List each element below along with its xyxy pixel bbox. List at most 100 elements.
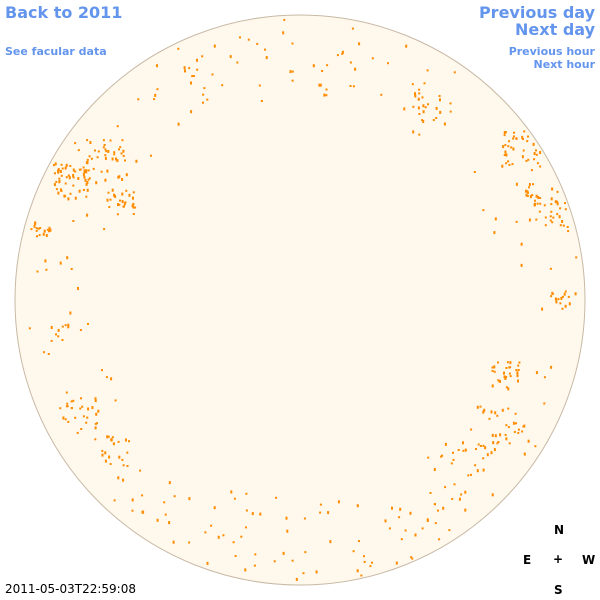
activity-spot — [440, 455, 443, 458]
next-day-link[interactable]: Next day — [515, 20, 595, 39]
activity-spot — [527, 191, 529, 194]
activity-spot — [104, 451, 107, 455]
activity-spot — [493, 231, 496, 235]
activity-spot — [97, 409, 100, 413]
activity-spot — [360, 574, 363, 577]
activity-spot — [535, 149, 537, 152]
activity-spot — [36, 270, 39, 273]
activity-spot — [504, 377, 507, 380]
activity-spot — [94, 426, 97, 430]
activity-spot — [122, 478, 125, 482]
previous-hour-link[interactable]: Previous hour — [508, 45, 595, 58]
activity-spot — [90, 157, 93, 160]
activity-spot — [532, 183, 534, 186]
activity-spot — [509, 361, 512, 365]
activity-spot — [517, 364, 520, 367]
activity-spot — [86, 188, 89, 192]
facular-data-link[interactable]: See facular data — [5, 45, 107, 58]
activity-spot — [526, 194, 529, 197]
activity-spot — [504, 131, 507, 134]
activity-spot — [204, 531, 207, 534]
activity-spot — [497, 361, 499, 364]
activity-spot — [511, 163, 514, 166]
activity-spot — [45, 234, 48, 237]
activity-spot — [315, 570, 318, 574]
activity-spot — [128, 193, 131, 197]
activity-spot — [421, 96, 424, 99]
activity-spot — [363, 555, 365, 558]
activity-spot — [557, 298, 560, 301]
activity-spot — [515, 137, 518, 140]
activity-spot — [74, 170, 77, 173]
activity-spot — [111, 188, 114, 192]
activity-spot — [78, 189, 81, 193]
activity-spot — [62, 416, 65, 420]
activity-spot — [380, 93, 383, 96]
activity-spot — [448, 529, 451, 532]
activity-spot — [503, 371, 505, 375]
activity-spot — [467, 474, 470, 477]
activity-spot — [535, 371, 538, 375]
activity-spot — [105, 376, 108, 379]
activity-spot — [84, 169, 87, 173]
activity-spot — [404, 529, 407, 532]
activity-spot — [85, 421, 88, 424]
activity-spot — [117, 203, 119, 207]
activity-spot — [574, 292, 577, 296]
activity-spot — [527, 439, 530, 443]
activity-spot — [530, 169, 533, 172]
activity-spot — [67, 325, 70, 329]
activity-spot — [476, 469, 479, 473]
activity-spot — [341, 50, 344, 54]
activity-spot — [100, 170, 103, 173]
back-to-year-link[interactable]: Back to 2011 — [5, 3, 123, 22]
activity-spot — [403, 107, 406, 111]
activity-spot — [473, 171, 476, 173]
activity-spot — [358, 42, 361, 46]
activity-spot — [132, 205, 135, 207]
activity-spot — [78, 168, 81, 171]
activity-spot — [544, 224, 547, 227]
activity-spot — [57, 168, 60, 172]
activity-spot — [544, 216, 547, 219]
activity-spot — [496, 442, 499, 445]
activity-spot — [103, 144, 106, 146]
activity-spot — [86, 139, 89, 142]
activity-spot — [60, 174, 63, 177]
activity-spot — [59, 170, 62, 173]
activity-spot — [526, 190, 529, 193]
activity-spot — [134, 206, 137, 209]
activity-spot — [525, 159, 528, 162]
activity-spot — [452, 451, 454, 454]
activity-spot — [411, 83, 414, 86]
activity-spot — [426, 69, 429, 72]
activity-spot — [43, 229, 46, 233]
activity-spot — [47, 353, 50, 355]
activity-spot — [119, 146, 122, 149]
activity-spot — [132, 191, 135, 194]
activity-spot — [562, 224, 565, 227]
next-hour-link[interactable]: Next hour — [533, 58, 596, 71]
magnetic-activity-spots — [28, 18, 578, 581]
activity-spot — [188, 67, 191, 70]
activity-spot — [259, 512, 262, 516]
activity-spot — [116, 125, 119, 128]
activity-spot — [505, 424, 508, 427]
activity-spot — [83, 169, 86, 173]
activity-spot — [37, 227, 40, 230]
activity-spot — [117, 476, 120, 480]
activity-spot — [556, 200, 558, 203]
activity-spot — [81, 405, 84, 408]
activity-spot — [349, 61, 352, 64]
activity-spot — [123, 202, 126, 206]
activity-spot — [505, 437, 508, 441]
activity-spot — [507, 407, 510, 410]
previous-day-link[interactable]: Previous day — [478, 3, 595, 22]
activity-spot — [517, 379, 519, 383]
activity-spot — [236, 61, 239, 64]
activity-spot — [82, 189, 85, 191]
activity-spot — [109, 139, 112, 142]
activity-spot — [251, 512, 254, 516]
activity-spot — [141, 494, 144, 497]
activity-spot — [173, 495, 176, 498]
